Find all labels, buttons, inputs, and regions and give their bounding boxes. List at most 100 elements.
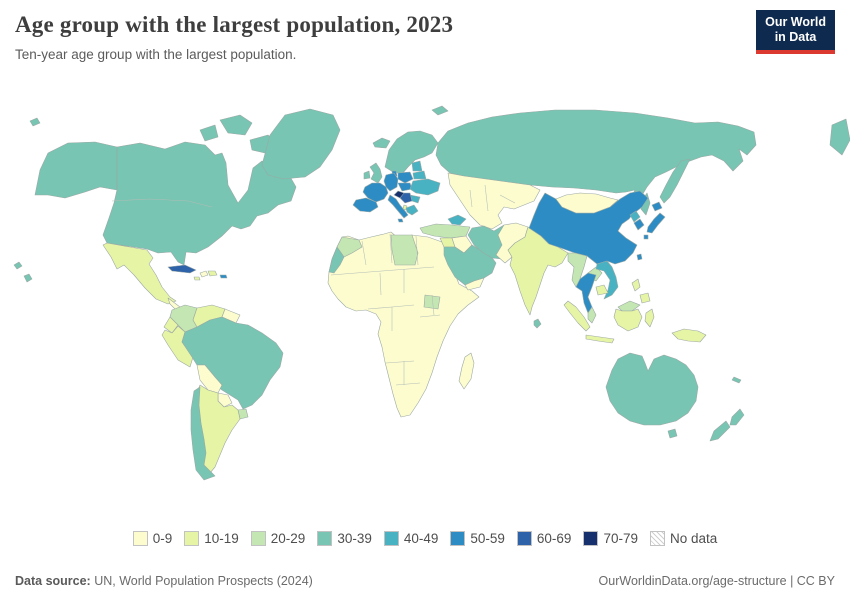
country-ukraine-romania[interactable] (409, 178, 441, 196)
legend-item-20-29[interactable]: 20-29 (250, 531, 305, 546)
country-sumatra[interactable] (563, 300, 591, 332)
map-legend: 0-9 10-19 20-29 30-39 40-49 50-59 60-69 70-79 No… (0, 531, 850, 546)
country-madagascar[interactable] (458, 352, 475, 390)
legend-item-no_data[interactable]: No data (649, 531, 718, 546)
chart-header: Age group with the largest population, 2… (15, 12, 750, 62)
legend-item-60-69[interactable]: 60-69 (516, 531, 572, 546)
country-chile[interactable] (190, 386, 216, 481)
country-north-korea[interactable] (629, 210, 641, 223)
country-japan-honshu[interactable] (646, 212, 666, 234)
country-poland[interactable] (397, 171, 414, 184)
data-source-text: UN, World Population Prospects (2024) (90, 574, 313, 588)
legend-item-10-19[interactable]: 10-19 (184, 531, 239, 546)
country-iberia[interactable] (352, 197, 379, 213)
legend-label-no_data: No data (669, 531, 718, 546)
owid-logo-line1: Our World (765, 15, 826, 29)
country-alaska[interactable] (34, 141, 118, 199)
legend-swatch-50-59 (450, 531, 466, 546)
legend-label-40-49: 40-49 (403, 531, 439, 546)
country-chukotka-fragment[interactable] (829, 118, 850, 156)
legend-label-70-79: 70-79 (603, 531, 638, 546)
country-united-kingdom[interactable] (369, 162, 383, 184)
country-svalbard[interactable] (431, 105, 449, 116)
country-kalimantan[interactable] (613, 308, 643, 332)
country-ireland[interactable] (363, 170, 371, 180)
country-india[interactable] (507, 226, 569, 316)
country-belarus[interactable] (412, 170, 427, 180)
country-greenland[interactable] (261, 108, 341, 180)
owid-logo-line2: in Data (774, 30, 817, 44)
page-title: Age group with the largest population, 2… (15, 12, 454, 37)
country-mindanao[interactable] (639, 292, 651, 304)
country-nz-north[interactable] (729, 408, 745, 426)
legend-item-0-9[interactable]: 0-9 (132, 531, 173, 546)
country-kamchatka[interactable] (659, 158, 691, 204)
country-brazil[interactable] (181, 316, 284, 410)
country-turkey[interactable] (419, 223, 471, 239)
country-germany-central[interactable] (383, 172, 399, 192)
country-south-korea[interactable] (633, 218, 645, 231)
country-cambodia[interactable] (595, 284, 609, 296)
legend-label-60-69: 60-69 (536, 531, 572, 546)
country-malay-peninsula[interactable] (587, 306, 597, 324)
owid-logo[interactable]: Our World in Data (756, 10, 835, 54)
legend-label-0-9: 0-9 (152, 531, 173, 546)
country-japan-kyushu[interactable] (643, 234, 649, 240)
country-yemen[interactable] (464, 277, 485, 291)
country-western-sahara[interactable] (328, 246, 345, 274)
country-libya[interactable] (390, 234, 419, 266)
country-taiwan[interactable] (636, 253, 643, 261)
country-greece[interactable] (405, 204, 419, 216)
country-tasmania[interactable] (667, 428, 678, 439)
country-canada-usa[interactable] (102, 141, 297, 266)
country-puerto-rico[interactable] (219, 274, 228, 279)
country-south-sudan[interactable] (423, 294, 441, 310)
country-sulawesi[interactable] (644, 308, 655, 328)
country-malaysia-borneo[interactable] (617, 300, 641, 312)
country-nz-south[interactable] (709, 420, 731, 442)
country-scandinavia[interactable] (384, 130, 439, 175)
legend-swatch-30-39 (317, 531, 333, 546)
country-cuba[interactable] (167, 264, 197, 274)
country-japan-hokkaido[interactable] (651, 201, 663, 212)
data-source-label: Data source: (15, 574, 91, 588)
data-source: Data source: UN, World Population Prospe… (15, 574, 313, 588)
country-italy[interactable] (387, 194, 409, 223)
country-sri-lanka[interactable] (533, 318, 542, 329)
country-mongolia[interactable] (555, 192, 619, 214)
country-baltics[interactable] (411, 160, 423, 172)
legend-item-70-79[interactable]: 70-79 (583, 531, 638, 546)
country-bolivia[interactable] (196, 364, 223, 394)
country-france[interactable] (362, 182, 389, 203)
country-mexico[interactable] (102, 242, 177, 305)
legend-swatch-70-79 (583, 531, 599, 546)
country-bering-islet[interactable] (29, 117, 41, 127)
country-jamaica[interactable] (193, 276, 201, 281)
country-arctic-islands[interactable] (199, 114, 279, 154)
country-new-caledonia[interactable] (731, 376, 742, 384)
footer-link[interactable]: OurWorldinData.org/age-structure | CC BY (598, 574, 835, 588)
interior-borders (111, 184, 516, 386)
country-dominican-republic[interactable] (207, 270, 218, 277)
country-new-guinea[interactable] (671, 328, 707, 343)
country-iceland[interactable] (372, 137, 391, 149)
country-croatia[interactable] (393, 190, 405, 199)
country-hawaii[interactable] (13, 261, 33, 283)
legend-swatch-60-69 (516, 531, 532, 546)
country-africa-mainland[interactable] (327, 231, 480, 418)
legend-item-50-59[interactable]: 50-59 (450, 531, 505, 546)
country-australia[interactable] (605, 352, 699, 426)
country-java[interactable] (585, 334, 615, 344)
country-czech-hungary[interactable] (397, 182, 413, 192)
country-haiti[interactable] (199, 270, 209, 278)
country-caucasus[interactable] (447, 214, 467, 226)
legend-item-30-39[interactable]: 30-39 (317, 531, 372, 546)
country-central-asia[interactable] (447, 172, 541, 230)
legend-item-40-49[interactable]: 40-49 (383, 531, 439, 546)
legend-swatch-20-29 (250, 531, 266, 546)
country-vietnam[interactable] (595, 260, 619, 300)
legend-swatch-no_data (649, 531, 665, 546)
country-luzon[interactable] (631, 278, 641, 292)
country-saudi-arabia[interactable] (443, 244, 497, 286)
